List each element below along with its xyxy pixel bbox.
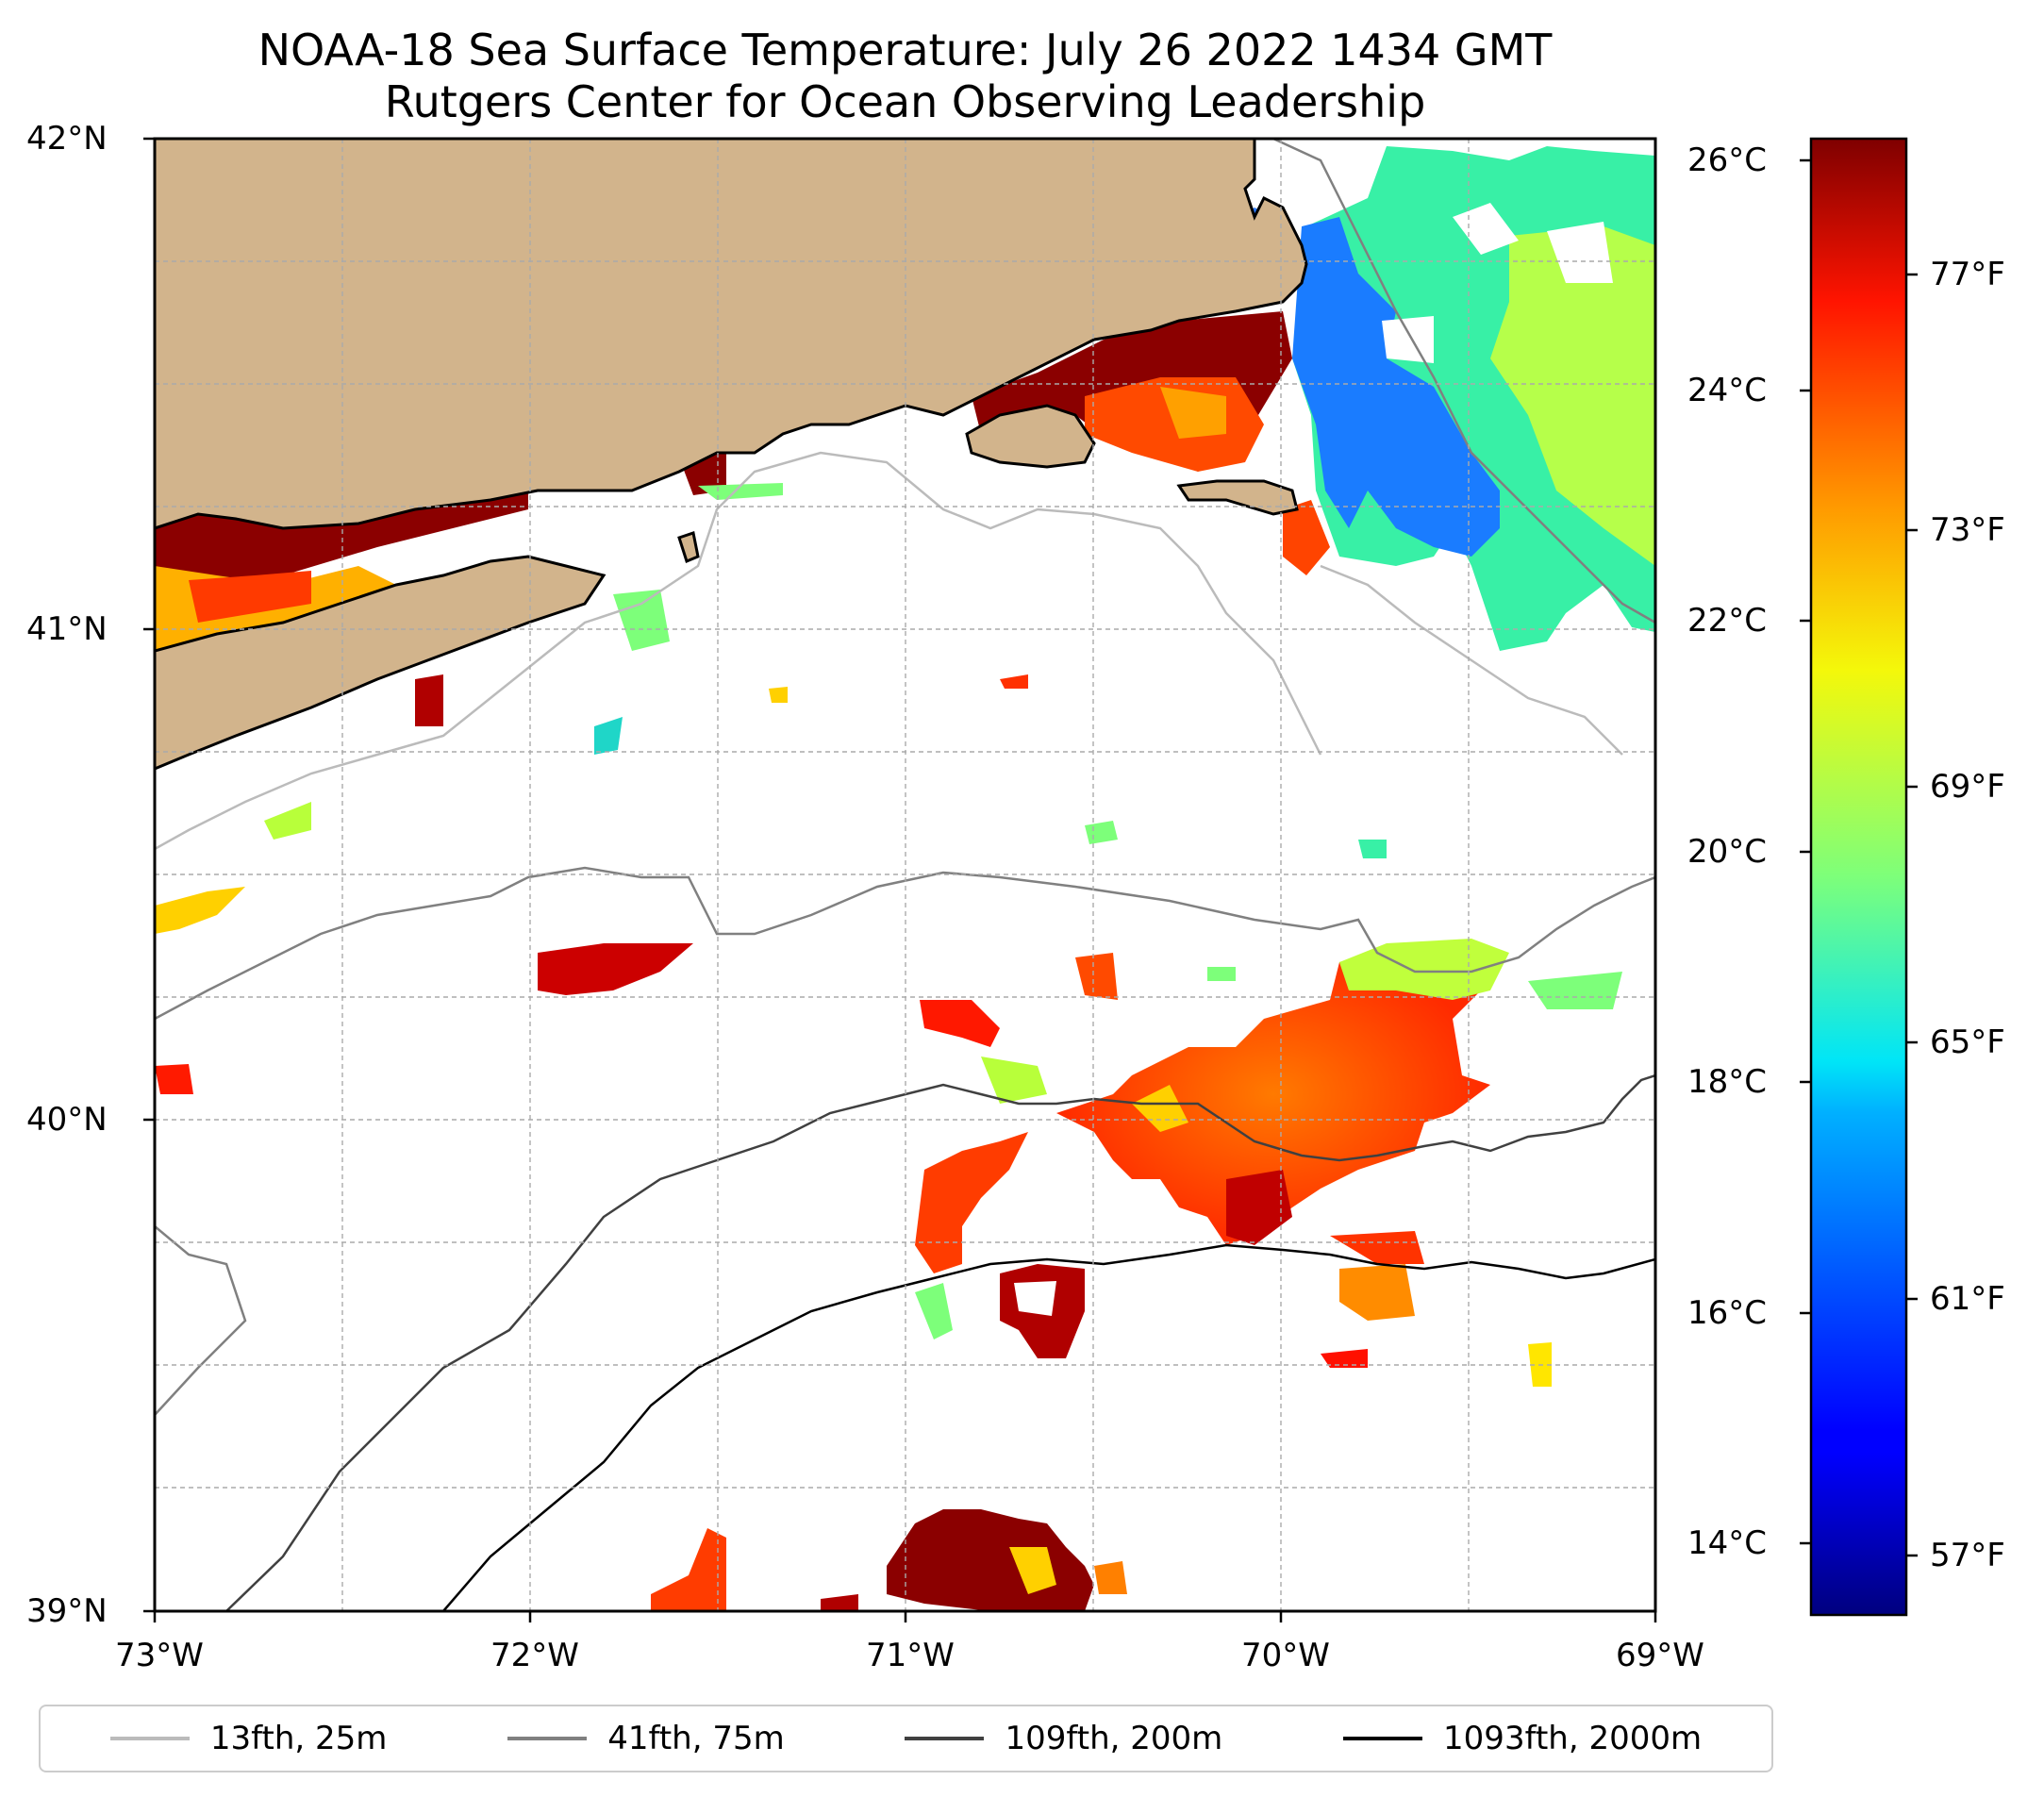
colorbar-gradient (1809, 137, 1908, 1617)
colorbar-fahrenheit-label: 57°F (1930, 1537, 2005, 1574)
contour-2000m (442, 1243, 1655, 1611)
sst-patch-shelf-far-west (155, 887, 245, 934)
contour-25m-b (1320, 564, 1623, 756)
colorbar-celsius-label: 24°C (1687, 372, 1768, 409)
y-tick-label: 41°N (26, 610, 108, 648)
colorbar-celsius-label: 20°C (1687, 833, 1768, 871)
x-tick-label: 72°W (490, 1637, 579, 1674)
sst-patch-ri-coast (698, 483, 783, 500)
legend-item-75m: 41fth, 75m (507, 1720, 785, 1757)
sst-patch-mid-green-cluster (981, 1057, 1047, 1104)
sst-patch-green-small (1358, 840, 1387, 858)
land-long-island (155, 555, 607, 771)
sst-patch-west-edge (155, 1064, 193, 1094)
contour-25m (155, 451, 1322, 851)
colorbar-fahrenheit-label: 61°F (1930, 1280, 2005, 1318)
sst-patch-gulf-white-gap-3 (1547, 222, 1613, 283)
y-tick-label: 40°N (26, 1101, 108, 1139)
sst-patch-slope-east-lower (1339, 1264, 1415, 1321)
sst-patch-small-yellow (769, 687, 788, 703)
legend-line-icon (109, 1737, 190, 1740)
sst-data-layer (155, 146, 1655, 1611)
contour-75m-west (155, 1225, 247, 1416)
colorbar-fahrenheit-label: 73°F (1930, 511, 2005, 549)
sst-patch-mid-orange (1075, 953, 1118, 1000)
land-new-england (155, 139, 1308, 530)
sst-patch-gulf-white-gap-2 (1382, 316, 1434, 363)
map-area[interactable] (155, 139, 1655, 1611)
contour-200m (225, 1073, 1655, 1611)
contour-75m-coast (1272, 139, 1655, 624)
legend-line-icon (905, 1737, 985, 1740)
land-marthas-vineyard (965, 404, 1096, 469)
colorbar-celsius-label: 26°C (1687, 141, 1768, 179)
y-tick-label: 39°N (26, 1592, 108, 1630)
sst-patch-outer-shelf-red (538, 943, 693, 995)
contour-legend: 13fth, 25m 41fth, 75m 109fth, 200m 1093f… (39, 1705, 1773, 1772)
x-tick-label: 69°W (1616, 1637, 1704, 1674)
legend-label: 1093fth, 2000m (1443, 1720, 1703, 1757)
land-block-island (677, 531, 700, 564)
sst-patch-small-orange (1000, 674, 1028, 689)
sst-patch-mid-green (1207, 967, 1236, 981)
colorbar-celsius-label: 14°C (1687, 1524, 1768, 1562)
bathymetry-contours (155, 139, 1655, 1611)
legend-item-25m: 13fth, 25m (109, 1720, 388, 1757)
sst-patch-south-small (1094, 1561, 1127, 1594)
y-tick-label: 42°N (26, 120, 108, 158)
colorbar-celsius-label: 16°C (1687, 1294, 1768, 1332)
map-frame (143, 137, 1657, 1622)
legend-label: 41fth, 75m (607, 1720, 785, 1757)
sst-patch-montauk (613, 590, 670, 651)
legend-line-icon (1343, 1737, 1423, 1740)
colorbar-fahrenheit-label: 65°F (1930, 1023, 2005, 1061)
sst-patch-small-cyan (594, 717, 623, 755)
x-tick-label: 71°W (866, 1637, 955, 1674)
sst-patch-mid-red-cluster (920, 1000, 1000, 1047)
sst-patch-nantucket-south (1283, 500, 1330, 575)
map-title: NOAA-18 Sea Surface Temperature: July 26… (258, 25, 1553, 75)
sst-patch-south-dark-yellow (1009, 1547, 1056, 1594)
sst-patch-slope-green (915, 1283, 953, 1339)
legend-item-2000m: 1093fth, 2000m (1343, 1720, 1702, 1757)
sst-patch-slope-small-red (1321, 1349, 1368, 1368)
lat-lon-grid (155, 139, 1655, 1611)
colorbar-celsius-label: 18°C (1687, 1063, 1768, 1101)
sst-patch-nantucket-yellow (1160, 387, 1226, 439)
sst-patch-shelf-west (264, 802, 311, 840)
x-tick-label: 70°W (1241, 1637, 1330, 1674)
map-subtitle: Rutgers Center for Ocean Observing Leade… (384, 76, 1426, 127)
legend-label: 13fth, 25m (209, 1720, 388, 1757)
colorbar-celsius-label: 22°C (1687, 602, 1768, 640)
x-tick-label: 73°W (115, 1637, 204, 1674)
contour-75m (155, 866, 1655, 1021)
sst-patch-shelf-break-warm (1056, 943, 1490, 1245)
sst-patch-east-green (1528, 972, 1622, 1009)
sst-patch-shinnecock (415, 674, 443, 726)
sst-patch-gulf-yellowgreen (1490, 226, 1655, 566)
sst-patch-slope-east (1330, 1231, 1424, 1264)
sst-patch-south-tiny (821, 1594, 858, 1611)
sst-patch-long-island-south-red (189, 571, 311, 623)
sst-patch-gulf-of-maine-cold (1292, 217, 1500, 557)
colorbar-fahrenheit-label: 77°F (1930, 256, 2005, 293)
legend-label: 109fth, 200m (1005, 1720, 1223, 1757)
colorbar (1800, 137, 1918, 1617)
sst-patch-south-west (651, 1528, 726, 1611)
sst-patch-slope-west (915, 1132, 1028, 1273)
land-layer (155, 139, 1308, 771)
colorbar-fahrenheit-label: 69°F (1930, 768, 2005, 806)
legend-item-200m: 109fth, 200m (905, 1720, 1222, 1757)
land-nantucket (1176, 479, 1299, 516)
sst-patch-shelf-break-red-core (1226, 1170, 1292, 1245)
sst-patch-slope-dark-hole (1014, 1281, 1056, 1316)
legend-line-icon (507, 1737, 588, 1740)
